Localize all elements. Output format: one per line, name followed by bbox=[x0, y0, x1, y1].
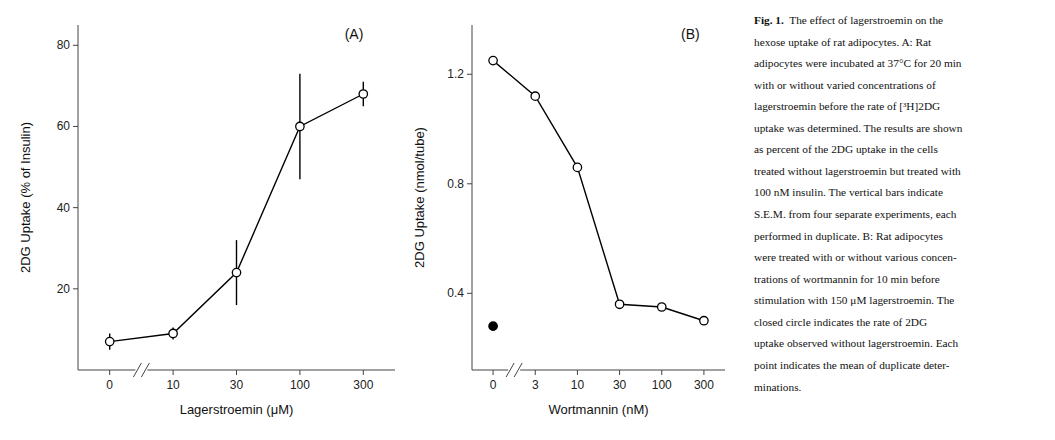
x-tick bbox=[577, 370, 578, 375]
axis-break-slash bbox=[514, 363, 522, 377]
plot-area bbox=[106, 74, 368, 350]
panel-label: (A) bbox=[345, 26, 364, 42]
point bbox=[169, 329, 177, 337]
x-tick bbox=[661, 370, 662, 375]
x-tick-label: 300 bbox=[353, 378, 373, 392]
x-tick bbox=[363, 370, 364, 375]
x-tick bbox=[236, 370, 237, 375]
y-tick bbox=[73, 288, 78, 289]
x-tick-label: 30 bbox=[230, 378, 244, 392]
caption-line: S.E.M. from four separate experiments, e… bbox=[754, 208, 957, 220]
point bbox=[658, 303, 666, 311]
caption-line: hexose uptake of rat adipocytes. A: Rat bbox=[754, 36, 932, 48]
x-tick-label: 0 bbox=[490, 378, 497, 392]
caption-line: point indicates the mean of duplicate de… bbox=[754, 359, 950, 371]
panel-label: (B) bbox=[681, 26, 700, 42]
y-tick bbox=[467, 74, 472, 75]
caption-line: trations of wortmannin for 10 min before bbox=[754, 273, 940, 285]
point bbox=[106, 337, 114, 345]
caption-line: minations. bbox=[754, 381, 802, 393]
point bbox=[700, 317, 708, 325]
axis-break-slash bbox=[506, 363, 514, 377]
x-tick-label: 100 bbox=[290, 378, 310, 392]
point bbox=[573, 163, 581, 171]
x-tick-label: 10 bbox=[166, 378, 180, 392]
y-tick bbox=[73, 207, 78, 208]
axis-break-slash bbox=[141, 363, 149, 377]
y-tick-label: 0.8 bbox=[447, 177, 464, 191]
point bbox=[489, 56, 497, 64]
caption-line: treated without lagerstroemin but treate… bbox=[754, 165, 961, 177]
panel: 0.4 0.8 1.2 0 3 10 30 100 300 Wortmannin (nM) 2DG … bbox=[412, 25, 725, 417]
y-tick bbox=[467, 183, 472, 184]
y-tick bbox=[467, 293, 472, 294]
caption-lead: Fig. 1. bbox=[754, 14, 784, 26]
x-tick bbox=[493, 370, 494, 375]
series-line bbox=[493, 61, 704, 321]
caption: Fig. 1. The effect of lagerstroemin on t… bbox=[754, 14, 963, 393]
x-axis-label: Wortmannin (nM) bbox=[548, 402, 648, 417]
y-tick bbox=[73, 126, 78, 127]
axis-break bbox=[133, 363, 149, 377]
point bbox=[359, 90, 367, 98]
x-axis-label: Lagerstroemin (μM) bbox=[180, 402, 294, 417]
caption-line: performed in duplicate. B: Rat adipocyte… bbox=[754, 230, 943, 242]
caption-line: Fig. 1. The effect of lagerstroemin on t… bbox=[754, 14, 943, 26]
axis-break bbox=[506, 363, 522, 377]
caption-line: closed circle indicates the rate of 2DG bbox=[754, 316, 927, 328]
y-tick-label: 20 bbox=[57, 282, 71, 296]
axis-break-slash bbox=[133, 363, 141, 377]
y-axis-label: 2DG Uptake (nmol/tube) bbox=[412, 127, 427, 268]
x-tick-label: 3 bbox=[532, 378, 539, 392]
point bbox=[296, 122, 304, 130]
x-tick-label: 10 bbox=[571, 378, 585, 392]
x-tick-label: 300 bbox=[694, 378, 714, 392]
caption-line: stimulation with 150 μM lagerstroemin. T… bbox=[754, 294, 954, 306]
x-tick-label: 100 bbox=[652, 378, 672, 392]
point bbox=[489, 322, 497, 330]
y-tick-label: 60 bbox=[57, 119, 71, 133]
series-line bbox=[110, 94, 364, 342]
y-axis-line bbox=[472, 25, 473, 370]
y-tick-label: 0.4 bbox=[447, 286, 464, 300]
panel: 20 40 60 80 0 10 30 100 300 Lagerstroemin (μM) 2DG… bbox=[18, 25, 395, 417]
point bbox=[615, 300, 623, 308]
x-tick-label: 0 bbox=[106, 378, 113, 392]
caption-line: adipocytes were incubated at 37°C for 20… bbox=[754, 57, 962, 69]
caption-line: with or without varied concentrations of bbox=[754, 79, 936, 91]
figure: 2040608001030100300Lagerstroemin (μM)2DG… bbox=[0, 0, 1055, 440]
point bbox=[531, 92, 539, 100]
point bbox=[232, 268, 240, 276]
x-tick bbox=[703, 370, 704, 375]
caption-text: The effect of lagerstroemin on the bbox=[784, 14, 943, 26]
x-tick bbox=[619, 370, 620, 375]
caption-line: as percent of the 2DG uptake in the cell… bbox=[754, 143, 938, 155]
x-tick-label: 30 bbox=[613, 378, 627, 392]
plot-area bbox=[489, 56, 708, 330]
caption-line: uptake was determined. The results are s… bbox=[754, 122, 963, 134]
x-tick bbox=[173, 370, 174, 375]
caption-line: 100 nM insulin. The vertical bars indica… bbox=[754, 186, 943, 198]
caption-line: were treated with or without various con… bbox=[754, 251, 957, 263]
y-tick-label: 40 bbox=[57, 201, 71, 215]
x-tick bbox=[109, 370, 110, 375]
x-tick bbox=[299, 370, 300, 375]
caption-line: uptake observed without lagerstroemin. E… bbox=[754, 337, 959, 349]
y-tick-label: 80 bbox=[57, 38, 71, 52]
caption-line: lagerstroemin before the rate of [³H]2DG bbox=[754, 100, 940, 112]
y-tick bbox=[73, 45, 78, 46]
x-tick bbox=[535, 370, 536, 375]
y-tick-label: 1.2 bbox=[447, 67, 464, 81]
y-axis-label: 2DG Uptake (% of Insulin) bbox=[18, 122, 33, 273]
y-axis-line bbox=[78, 25, 79, 370]
